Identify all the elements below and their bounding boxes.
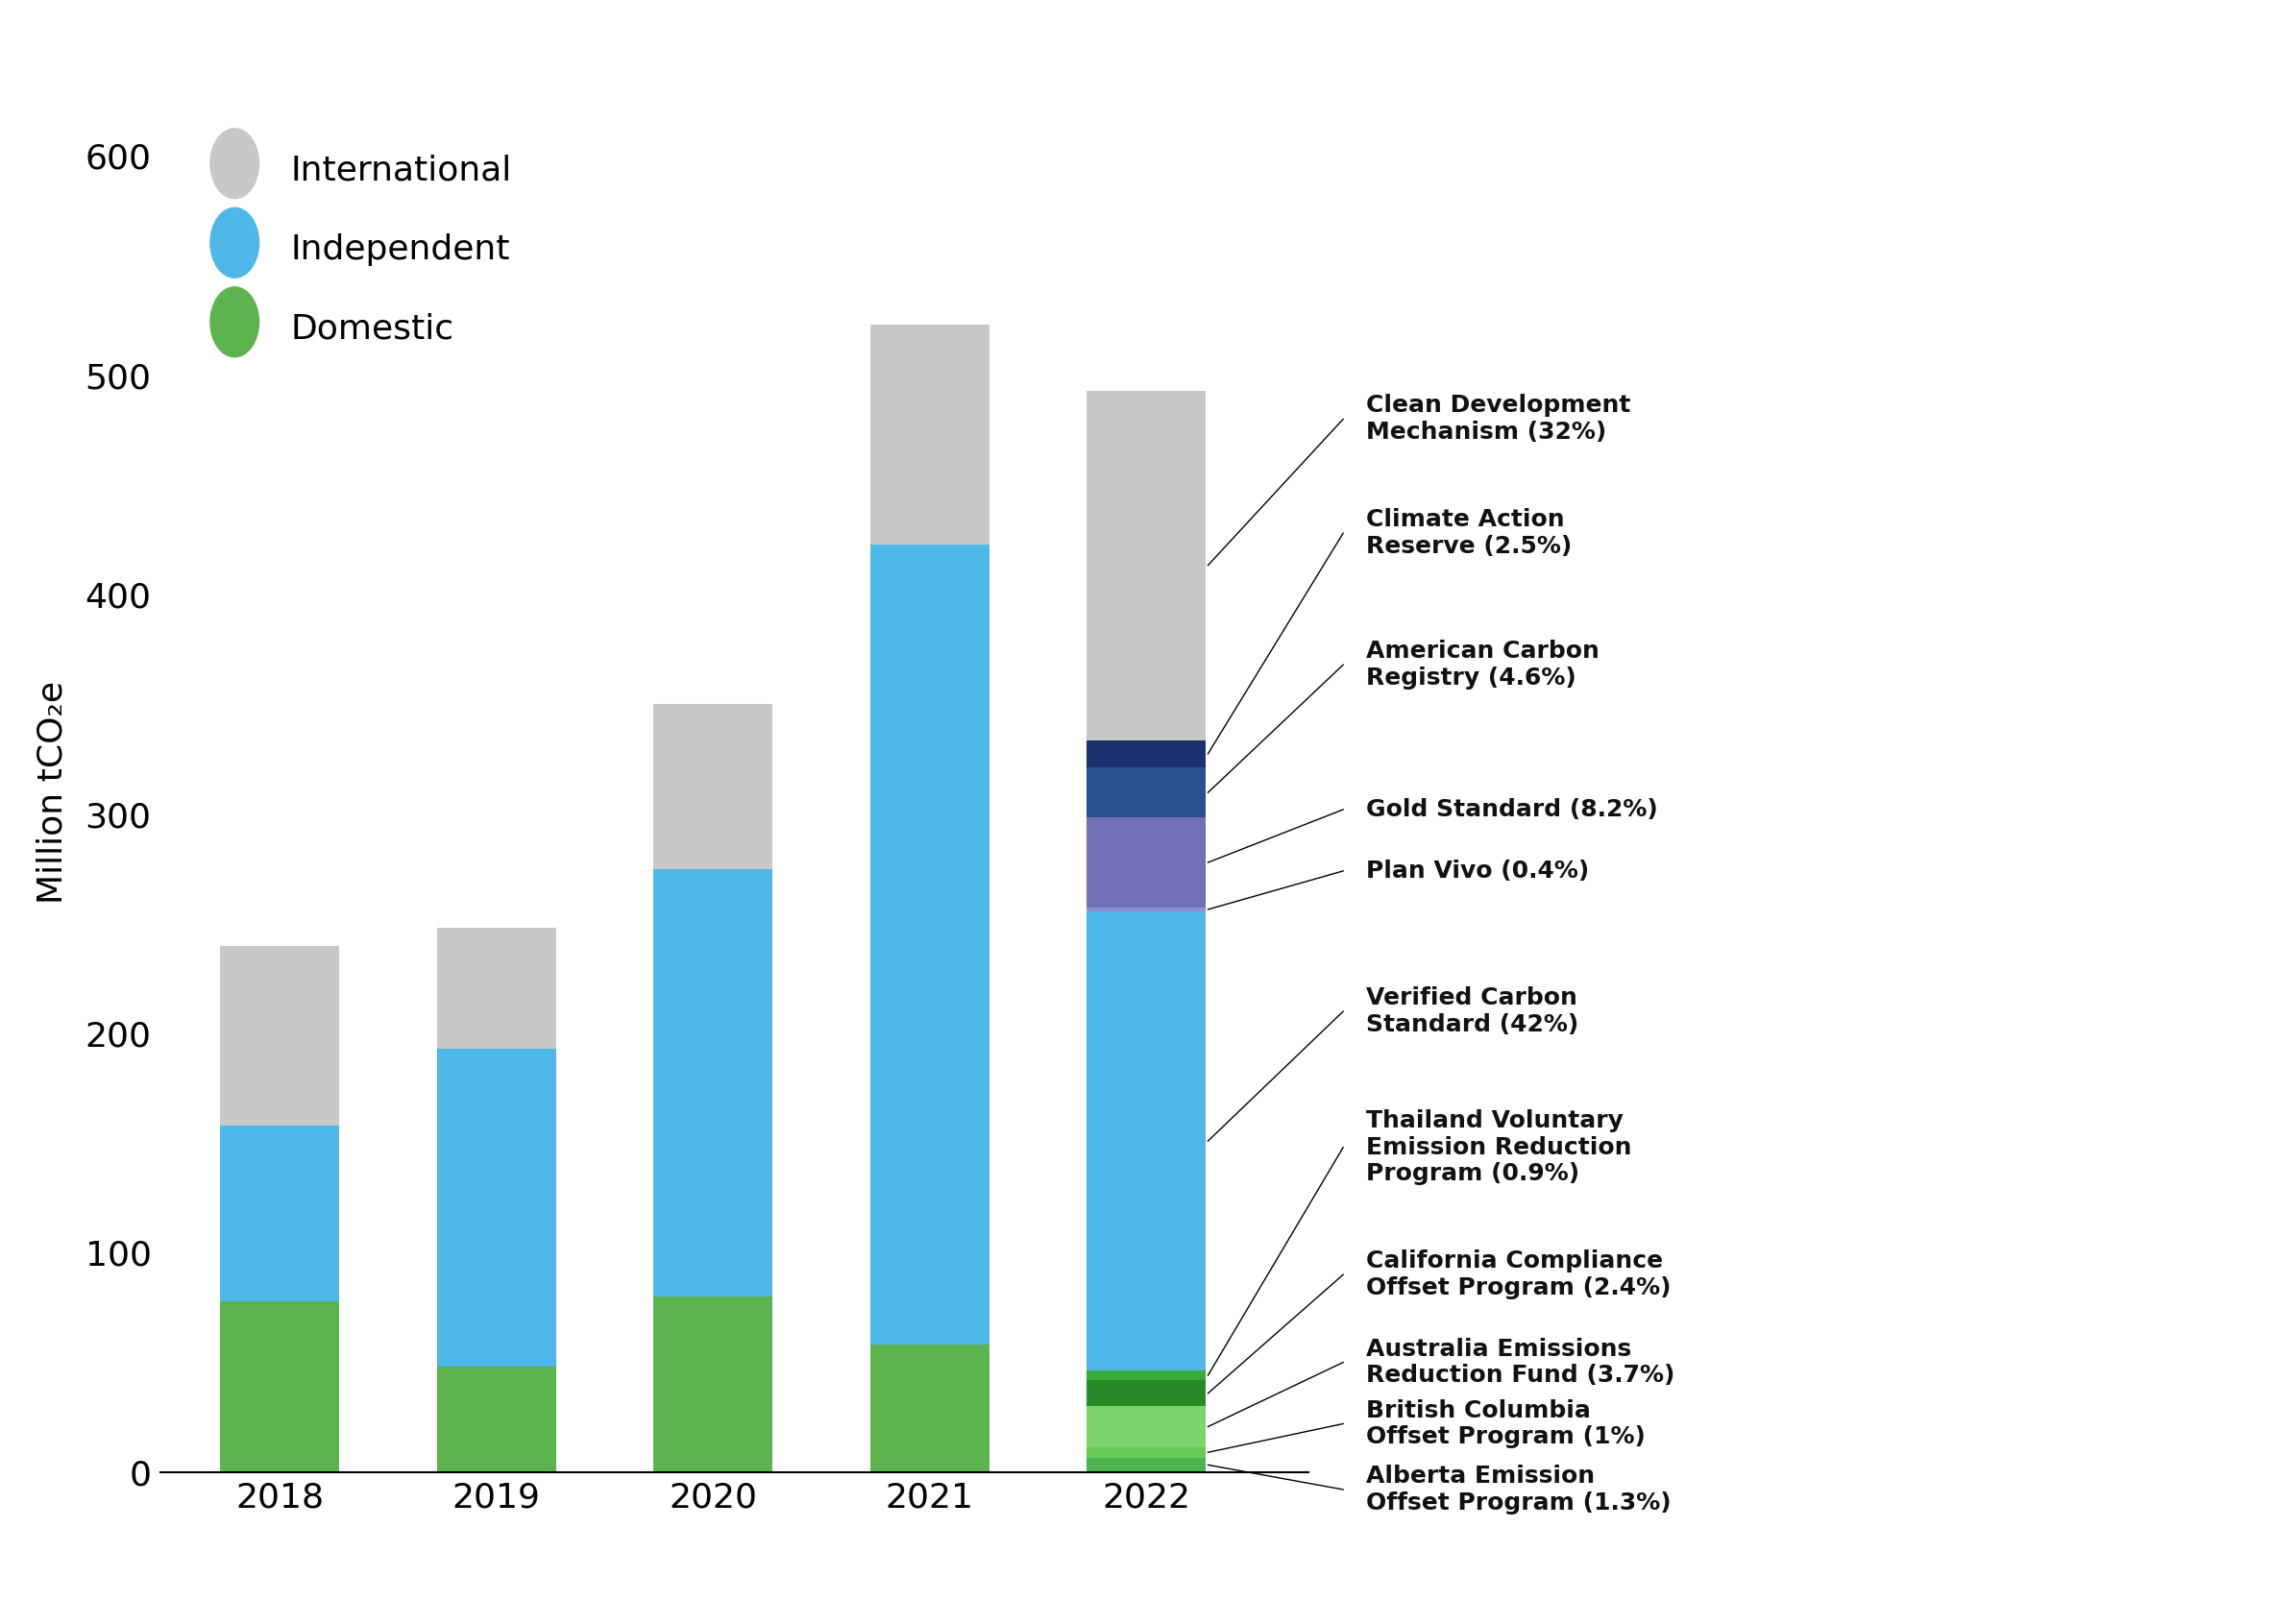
Bar bbox=[1086, 1406, 1205, 1446]
Text: British Columbia
Offset Program (1%): British Columbia Offset Program (1%) bbox=[1366, 1398, 1646, 1448]
Bar bbox=[436, 1366, 556, 1472]
Bar bbox=[436, 928, 556, 1048]
Bar bbox=[1086, 912, 1205, 1371]
Bar bbox=[220, 1301, 340, 1472]
Bar bbox=[1086, 390, 1205, 741]
Bar bbox=[220, 1125, 340, 1301]
Text: Alberta Emission
Offset Program (1.3%): Alberta Emission Offset Program (1.3%) bbox=[1366, 1464, 1671, 1515]
Bar bbox=[436, 1048, 556, 1366]
Text: Australia Emissions
Reduction Fund (3.7%): Australia Emissions Reduction Fund (3.7%… bbox=[1366, 1338, 1674, 1387]
Bar bbox=[1086, 741, 1205, 768]
Bar bbox=[1086, 1458, 1205, 1472]
Bar bbox=[654, 1296, 774, 1472]
Text: American Carbon
Registry (4.6%): American Carbon Registry (4.6%) bbox=[1366, 640, 1600, 690]
Bar bbox=[1086, 818, 1205, 907]
Y-axis label: Million tCO₂e: Million tCO₂e bbox=[37, 680, 69, 904]
Bar bbox=[870, 1344, 990, 1472]
Bar bbox=[220, 946, 340, 1125]
Bar bbox=[1086, 907, 1205, 912]
Legend: International, Independent, Domestic: International, Independent, Domestic bbox=[191, 130, 528, 366]
Bar bbox=[870, 325, 990, 544]
Text: Thailand Voluntary
Emission Reduction
Program (0.9%): Thailand Voluntary Emission Reduction Pr… bbox=[1366, 1109, 1632, 1186]
Bar bbox=[1086, 768, 1205, 818]
Bar bbox=[870, 544, 990, 1344]
Text: Clean Development
Mechanism (32%): Clean Development Mechanism (32%) bbox=[1366, 394, 1630, 443]
Bar bbox=[1086, 1446, 1205, 1458]
Text: Plan Vivo (0.4%): Plan Vivo (0.4%) bbox=[1366, 859, 1589, 883]
Bar bbox=[654, 869, 774, 1296]
Text: California Compliance
Offset Program (2.4%): California Compliance Offset Program (2.… bbox=[1366, 1250, 1671, 1299]
Text: Verified Carbon
Standard (42%): Verified Carbon Standard (42%) bbox=[1366, 987, 1580, 1037]
Bar bbox=[1086, 1381, 1205, 1406]
Bar bbox=[1086, 1371, 1205, 1381]
Text: Gold Standard (8.2%): Gold Standard (8.2%) bbox=[1366, 798, 1658, 821]
Bar bbox=[654, 704, 774, 869]
Text: Climate Action
Reserve (2.5%): Climate Action Reserve (2.5%) bbox=[1366, 509, 1573, 558]
